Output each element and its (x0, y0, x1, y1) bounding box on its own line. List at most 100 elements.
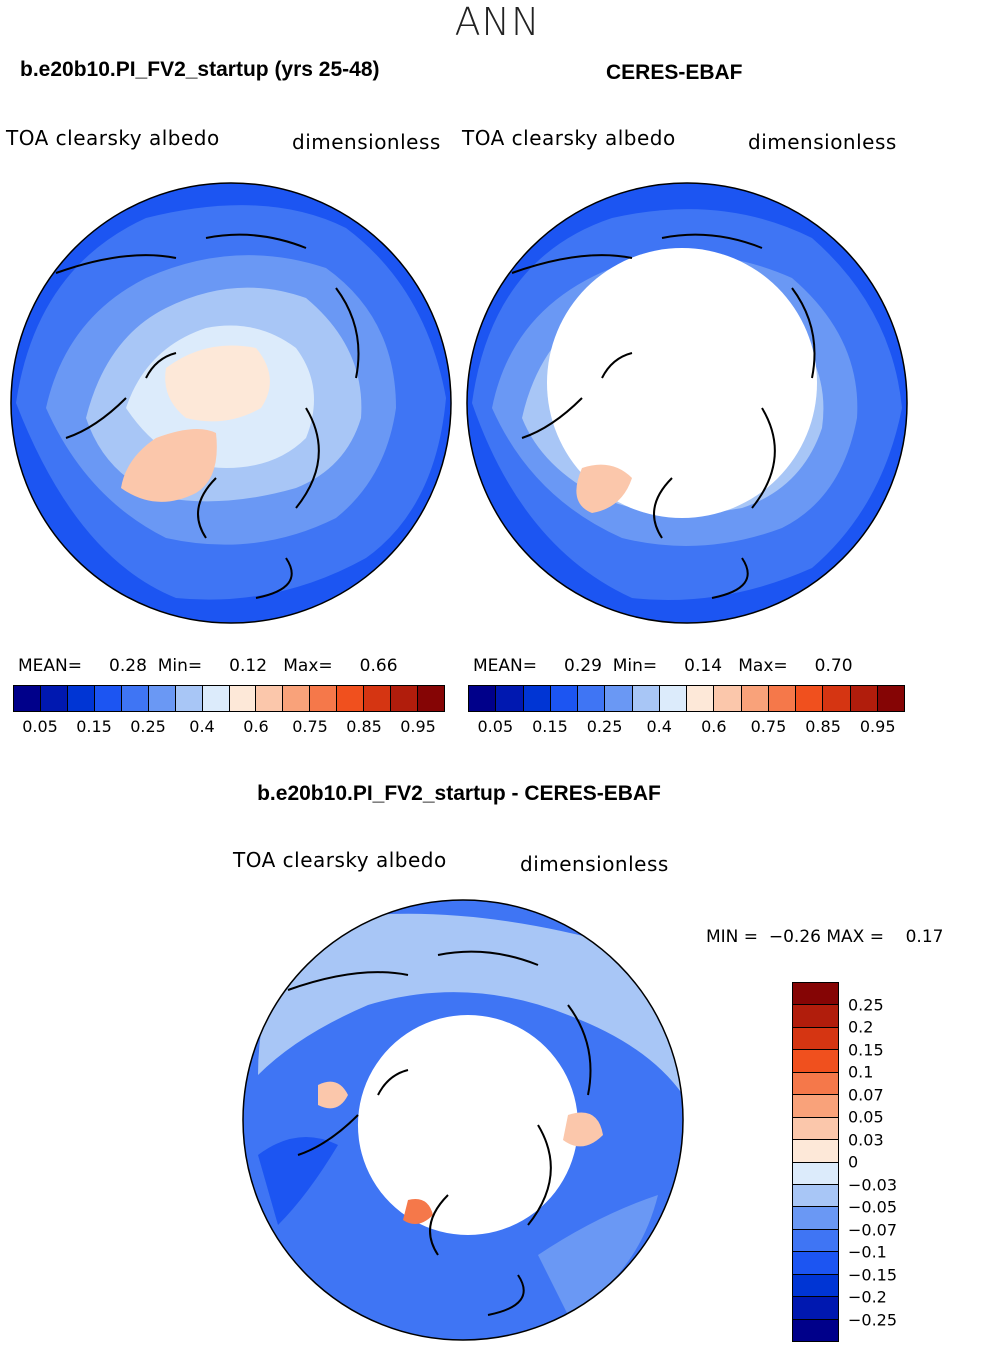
diff-map-region-pos-siberia (563, 1112, 603, 1147)
diff-polar-map (242, 899, 684, 1341)
obs-colorbar-swatch (496, 686, 524, 711)
diff-colorbar-tick-label: 0.07 (848, 1085, 884, 1104)
obs-colorbar-swatch (796, 686, 824, 711)
model-colorbar-swatch (40, 686, 68, 711)
diff-min-value: −0.26 (768, 927, 821, 947)
diff-colorbar-tick-label: −0.07 (848, 1220, 898, 1239)
diff-colorbar-swatch (793, 1252, 838, 1275)
diff-colorbar-tick-label: 0.25 (848, 995, 884, 1014)
model-mean-value: 0.28 (109, 656, 147, 676)
diff-map-region-neg-west (258, 1137, 338, 1225)
diff-colorbar-tick-label: −0.15 (848, 1265, 898, 1284)
model-colorbar-tick-label: 0.15 (76, 717, 112, 736)
model-max-value: 0.66 (359, 656, 398, 676)
diff-colorbar-tick-label: 0.2 (848, 1017, 874, 1037)
model-colorbar-tick-label: 0.4 (189, 717, 215, 736)
diff-units-label: dimensionless (520, 852, 669, 876)
obs-colorbar-tick-label: 0.15 (532, 717, 568, 736)
obs-colorbar-swatch (523, 686, 551, 711)
model-colorbar-swatch (256, 686, 284, 711)
model-colorbar-swatch (418, 686, 444, 711)
diff-colorbar-tick-label: 0.1 (848, 1062, 874, 1082)
model-colorbar-swatch (364, 686, 392, 711)
obs-min-label: Min= (612, 656, 658, 676)
diff-map-region-neg-small (258, 913, 683, 1095)
model-colorbar-swatch (391, 686, 419, 711)
model-mean-label: MEAN= (18, 656, 82, 676)
model-colorbar-tick-label: 0.85 (346, 717, 382, 736)
model-colorbar-swatch (175, 686, 203, 711)
obs-missing-data-region (547, 248, 817, 518)
diff-variable-label: TOA clearsky albedo (233, 848, 447, 872)
obs-colorbar-ticks: 0.05 0.15 0.25 0.4 0.6 0.75 0.85 0.95 (468, 717, 905, 739)
diff-colorbar-tick-label: −0.1 (848, 1242, 887, 1262)
obs-colorbar-tick-label: 0.6 (701, 717, 727, 736)
model-colorbar-swatch (283, 686, 311, 711)
obs-colorbar-swatch (823, 686, 851, 711)
diff-colorbar-swatch (793, 1274, 838, 1298)
diff-colorbar-swatch (793, 1117, 838, 1141)
model-min-label: Min= (157, 656, 203, 676)
diff-colorbar (792, 982, 839, 1342)
diff-colorbar-swatch (793, 1072, 838, 1096)
obs-mean-label: MEAN= (473, 656, 537, 676)
obs-colorbar-tick-label: 0.85 (805, 717, 841, 736)
diff-colorbar-swatch (793, 1005, 838, 1028)
diff-colorbar-tick-label: 0.05 (848, 1107, 884, 1127)
diff-colorbar-swatch (793, 1319, 838, 1341)
obs-max-value: 0.70 (814, 656, 853, 676)
obs-colorbar-swatch (632, 686, 660, 711)
season-title: ANN (454, 0, 541, 44)
obs-colorbar-swatch (741, 686, 769, 711)
model-colorbar-swatch (202, 686, 230, 711)
obs-mean-value: 0.29 (564, 656, 602, 676)
obs-colorbar (468, 685, 905, 712)
obs-colorbar-swatch (687, 686, 715, 711)
diff-max-value: 0.17 (905, 927, 944, 947)
diff-map-border (242, 899, 684, 1341)
obs-colorbar-swatch (850, 686, 878, 711)
diff-map-region-pos-canada (318, 1081, 348, 1109)
model-colorbar-swatch (121, 686, 149, 711)
diff-stats-row: MIN = −0.26 MAX = 0.17 (706, 927, 943, 947)
model-variable-label: TOA clearsky albedo (6, 126, 220, 150)
model-colorbar-swatch (148, 686, 176, 711)
obs-colorbar-tick-label: 0.75 (750, 717, 787, 736)
diff-missing-data-region (357, 1015, 578, 1235)
diff-colorbar-tick-label: −0.05 (848, 1197, 898, 1217)
model-colorbar-swatch (337, 686, 365, 711)
obs-colorbar-tick-label: 0.25 (586, 717, 623, 736)
model-colorbar-tick-label: 0.75 (292, 717, 328, 736)
obs-colorbar-swatch (877, 686, 904, 711)
obs-colorbar-swatch (768, 686, 796, 711)
model-map-region-arctic-ocean (165, 345, 270, 422)
obs-max-label: Max= (738, 656, 788, 676)
diff-colorbar-swatch (793, 1050, 838, 1073)
diff-coastlines (287, 950, 592, 1316)
model-colorbar-swatch (310, 686, 338, 711)
diff-colorbar-tick-label: −0.03 (848, 1175, 898, 1194)
diff-colorbar-swatch (793, 1229, 838, 1253)
obs-colorbar-swatch (469, 686, 497, 711)
obs-map-border (466, 182, 908, 624)
diff-colorbar-swatch (793, 1162, 838, 1185)
obs-colorbar-swatch (714, 686, 742, 711)
diff-colorbar-tick-label: 0 (848, 1152, 859, 1172)
obs-colorbar-swatch (550, 686, 578, 711)
model-colorbar (13, 685, 445, 712)
diff-map-region-neg-southeast (538, 1195, 658, 1315)
diff-map-region-pos-greenland (403, 1199, 433, 1224)
model-colorbar-swatch (14, 686, 41, 711)
diff-colorbar-swatch (793, 1207, 838, 1230)
diff-colorbar-tick-label: −0.25 (848, 1310, 898, 1329)
model-min-value: 0.12 (229, 656, 268, 676)
obs-stats-row: MEAN= 0.29 Min= 0.14 Max= 0.70 (473, 656, 853, 676)
model-colorbar-ticks: 0.05 0.15 0.25 0.4 0.6 0.75 0.85 0.95 (13, 717, 445, 739)
diff-colorbar-swatch (793, 1297, 838, 1320)
diff-colorbar-tick-label: 0.03 (848, 1130, 884, 1149)
obs-colorbar-tick-label: 0.4 (646, 717, 672, 736)
diff-colorbar-swatch (793, 1140, 838, 1163)
diff-colorbar-ticks: 0.25 0.2 0.15 0.1 0.07 0.05 0.03 0 −0.03 −0.05 −0.… (848, 982, 928, 1342)
obs-min-value: 0.14 (684, 656, 723, 676)
model-colorbar-tick-label: 0.95 (400, 717, 436, 736)
